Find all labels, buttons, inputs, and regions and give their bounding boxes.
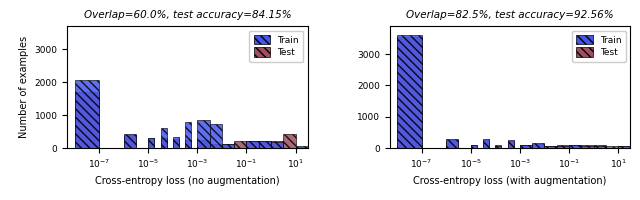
Bar [259, 141, 271, 148]
Bar [296, 146, 308, 148]
Bar [545, 146, 557, 148]
Bar [222, 144, 234, 148]
Bar [569, 145, 581, 148]
Bar [446, 139, 458, 148]
Bar [520, 145, 532, 148]
Bar [210, 144, 222, 148]
Bar [593, 146, 606, 148]
Legend: Train, Test: Train, Test [249, 31, 303, 62]
Bar [173, 139, 179, 148]
Bar [148, 138, 154, 148]
Bar [161, 128, 166, 148]
Legend: Train, Test: Train, Test [572, 31, 626, 62]
Bar [173, 137, 179, 148]
Title: Overlap=60.0%, test accuracy=84.15%: Overlap=60.0%, test accuracy=84.15% [84, 10, 291, 20]
Bar [185, 140, 191, 148]
Bar [581, 145, 593, 148]
Bar [483, 139, 489, 148]
Bar [508, 141, 514, 148]
Bar [471, 145, 477, 148]
Bar [483, 140, 489, 148]
Bar [75, 92, 99, 148]
Bar [471, 145, 477, 148]
Bar [545, 146, 557, 148]
Bar [124, 135, 136, 148]
Bar [185, 122, 191, 148]
Bar [446, 140, 458, 148]
Bar [520, 145, 532, 148]
Bar [197, 120, 210, 148]
Bar [271, 141, 284, 148]
Bar [569, 145, 581, 148]
Bar [606, 146, 618, 148]
Bar [495, 145, 502, 148]
Bar [532, 144, 545, 148]
X-axis label: Cross-entropy loss (no augmentation): Cross-entropy loss (no augmentation) [95, 176, 280, 186]
Y-axis label: Number of examples: Number of examples [19, 36, 29, 138]
Bar [557, 146, 569, 148]
Bar [75, 80, 99, 148]
Bar [495, 146, 502, 148]
Bar [246, 141, 259, 148]
Bar [618, 146, 630, 148]
Bar [397, 35, 422, 148]
Bar [296, 147, 308, 148]
Bar [148, 138, 154, 148]
Bar [618, 146, 630, 148]
Title: Overlap=82.5%, test accuracy=92.56%: Overlap=82.5%, test accuracy=92.56% [406, 10, 614, 20]
Bar [246, 141, 259, 148]
Bar [161, 138, 166, 148]
Bar [197, 140, 210, 148]
Bar [284, 134, 296, 148]
X-axis label: Cross-entropy loss (with augmentation): Cross-entropy loss (with augmentation) [413, 176, 607, 186]
Bar [581, 146, 593, 148]
Bar [222, 144, 234, 148]
Bar [271, 142, 284, 148]
Bar [397, 37, 422, 148]
Bar [210, 124, 222, 148]
Bar [532, 143, 545, 148]
Bar [259, 141, 271, 148]
Bar [124, 134, 136, 148]
Bar [557, 145, 569, 148]
Bar [593, 145, 606, 148]
Bar [508, 140, 514, 148]
Bar [234, 141, 246, 148]
